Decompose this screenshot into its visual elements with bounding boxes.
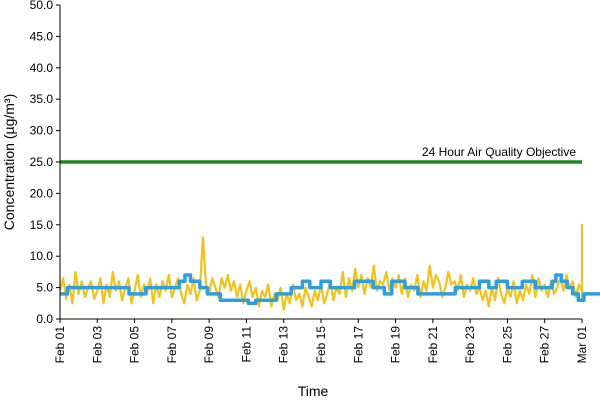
x-tick-label: Feb 17 <box>351 326 365 364</box>
y-tick-label: 40.0 <box>30 61 54 75</box>
x-tick-label: Feb 23 <box>463 326 477 364</box>
x-tick-labels: Feb 01 Feb 03 Feb 05 Feb 07 Feb 09 Feb 11 Feb … <box>53 326 589 364</box>
y-tick-label: 15.0 <box>30 218 54 232</box>
x-tick-label: Feb 03 <box>90 326 104 364</box>
x-tick-label: Feb 27 <box>538 326 552 364</box>
y-axis-title: Concentration (µg/m³) <box>1 94 17 230</box>
daily-average-series <box>60 273 600 306</box>
y-tick-label: 5.0 <box>36 281 53 295</box>
x-tick-label: Mar 01 <box>575 326 589 364</box>
x-tick-label: Feb 25 <box>500 326 514 364</box>
x-tick-label: Feb 11 <box>239 326 253 363</box>
x-axis-title: Time <box>298 383 329 399</box>
x-tick-label: Feb 19 <box>389 326 403 364</box>
x-tick-label: Feb 01 <box>53 326 67 364</box>
x-tick-label: Feb 07 <box>165 326 179 364</box>
x-tick-label: Feb 13 <box>277 326 291 364</box>
x-tick-label: Feb 21 <box>426 326 440 364</box>
y-tick-label: 20.0 <box>30 186 54 200</box>
x-tick-label: Feb 05 <box>128 326 142 364</box>
y-tick-label: 45.0 <box>30 29 54 43</box>
y-tick-label: 25.0 <box>30 155 54 169</box>
x-tick-label: Feb 09 <box>202 326 216 364</box>
y-tick-label: 10.0 <box>30 249 54 263</box>
hourly-line <box>58 223 584 311</box>
y-tick-label: 30.0 <box>30 124 54 138</box>
objective-label: 24 Hour Air Quality Objective <box>422 145 576 159</box>
y-tick-label: 0.0 <box>36 312 53 326</box>
axes <box>56 4 583 323</box>
y-tick-label: 35.0 <box>30 92 54 106</box>
x-tick-label: Feb 15 <box>314 326 328 364</box>
y-tick-labels: 0.0 5.0 10.0 15.0 20.0 25.0 30.0 35.0 40.0 45.0 50… <box>30 0 54 326</box>
hourly-concentration-series <box>58 223 584 311</box>
daily-line <box>60 273 600 306</box>
y-tick-label: 50.0 <box>30 0 54 12</box>
